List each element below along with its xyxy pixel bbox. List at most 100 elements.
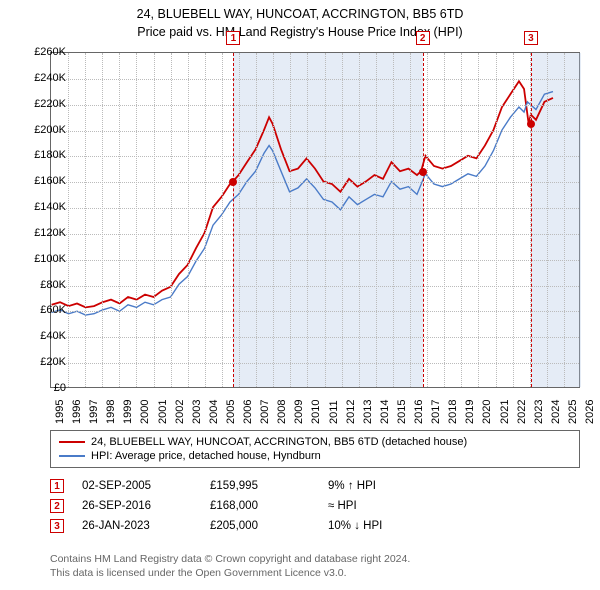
x-axis-label: 2007 [259,400,271,424]
y-axis-label: £160K [22,175,66,187]
gridline-vertical [85,53,86,387]
sale-diff: 10% ↓ HPI [328,520,382,532]
gridline-vertical [222,53,223,387]
legend-label-property: 24, BLUEBELL WAY, HUNCOAT, ACCRINGTON, B… [91,436,467,448]
x-axis-label: 2001 [157,400,169,424]
sale-date: 02-SEP-2005 [82,480,192,492]
sales-table: 1 02-SEP-2005 £159,995 9% ↑ HPI 2 26-SEP… [50,476,580,536]
gridline-horizontal [51,208,579,209]
x-axis-label: 1997 [88,400,100,424]
gridline-vertical [513,53,514,387]
x-axis-label: 2020 [481,400,493,424]
y-axis-label: £40K [22,330,66,342]
legend-row: 24, BLUEBELL WAY, HUNCOAT, ACCRINGTON, B… [59,435,571,449]
title-subtitle: Price paid vs. HM Land Registry's House … [0,24,600,42]
y-axis-label: £0 [22,382,66,394]
gridline-vertical [68,53,69,387]
gridline-horizontal [51,131,579,132]
y-axis-label: £100K [22,253,66,265]
legend-swatch-property [59,441,85,443]
gridline-vertical [273,53,274,387]
y-axis-label: £120K [22,227,66,239]
x-axis-label: 2008 [276,400,288,424]
gridline-vertical [461,53,462,387]
y-axis-label: £260K [22,46,66,58]
gridline-horizontal [51,156,579,157]
gridline-horizontal [51,182,579,183]
sale-diff: 9% ↑ HPI [328,480,376,492]
sale-price: £168,000 [210,500,310,512]
y-axis-label: £180K [22,149,66,161]
x-axis-label: 2005 [225,400,237,424]
gridline-horizontal [51,363,579,364]
chart-container: 24, BLUEBELL WAY, HUNCOAT, ACCRINGTON, B… [0,0,600,590]
sale-price: £205,000 [210,520,310,532]
y-axis-label: £200K [22,124,66,136]
x-axis-label: 2011 [328,400,340,424]
x-axis-label: 2019 [464,400,476,424]
sale-diff: ≈ HPI [328,500,357,512]
gridline-vertical [102,53,103,387]
gridline-vertical [256,53,257,387]
footer-line2: This data is licensed under the Open Gov… [50,566,580,580]
gridline-vertical [427,53,428,387]
gridline-vertical [239,53,240,387]
x-axis-label: 2024 [550,400,562,424]
gridline-horizontal [51,79,579,80]
x-axis-label: 2025 [567,400,579,424]
sale-price: £159,995 [210,480,310,492]
sale-dot [419,168,427,176]
x-axis-label: 2010 [310,400,322,424]
gridline-vertical [325,53,326,387]
sale-marker-1: 1 [50,479,64,493]
sale-date: 26-JAN-2023 [82,520,192,532]
gridline-vertical [188,53,189,387]
legend-row: HPI: Average price, detached house, Hynd… [59,449,571,463]
sale-date: 26-SEP-2016 [82,500,192,512]
x-axis-label: 2012 [345,400,357,424]
y-axis-label: £140K [22,201,66,213]
sale-marker-box: 3 [524,31,538,45]
x-axis-label: 2002 [174,400,186,424]
footer-line1: Contains HM Land Registry data © Crown c… [50,552,580,566]
gridline-horizontal [51,286,579,287]
gridline-vertical [205,53,206,387]
x-axis-label: 2013 [362,400,374,424]
sale-marker-2: 2 [50,499,64,513]
gridline-horizontal [51,311,579,312]
gridline-vertical [171,53,172,387]
x-axis-label: 1999 [122,400,134,424]
x-axis-label: 2017 [430,400,442,424]
gridline-vertical [154,53,155,387]
gridline-vertical [307,53,308,387]
gridline-vertical [359,53,360,387]
x-axis-label: 2026 [584,400,596,424]
x-axis-label: 2021 [499,400,511,424]
x-axis-label: 2016 [413,400,425,424]
gridline-horizontal [51,260,579,261]
y-axis-label: £220K [22,98,66,110]
x-axis-label: 1998 [105,400,117,424]
gridline-vertical [136,53,137,387]
sale-dot [229,178,237,186]
x-axis-label: 2004 [208,400,220,424]
title-block: 24, BLUEBELL WAY, HUNCOAT, ACCRINGTON, B… [0,0,600,41]
gridline-vertical [376,53,377,387]
sales-row: 1 02-SEP-2005 £159,995 9% ↑ HPI [50,476,580,496]
gridline-vertical [547,53,548,387]
sale-marker-line [423,53,424,387]
legend-box: 24, BLUEBELL WAY, HUNCOAT, ACCRINGTON, B… [50,430,580,468]
sales-row: 2 26-SEP-2016 £168,000 ≈ HPI [50,496,580,516]
gridline-vertical [564,53,565,387]
sale-dot [527,120,535,128]
footer-attribution: Contains HM Land Registry data © Crown c… [50,552,580,580]
gridline-horizontal [51,337,579,338]
sale-marker-line [531,53,532,387]
x-axis-label: 2018 [447,400,459,424]
x-axis-label: 1996 [71,400,83,424]
sale-marker-3: 3 [50,519,64,533]
x-axis-label: 2000 [139,400,151,424]
x-axis-label: 2009 [293,400,305,424]
gridline-horizontal [51,234,579,235]
chart-plot-area: 123 [50,52,580,388]
